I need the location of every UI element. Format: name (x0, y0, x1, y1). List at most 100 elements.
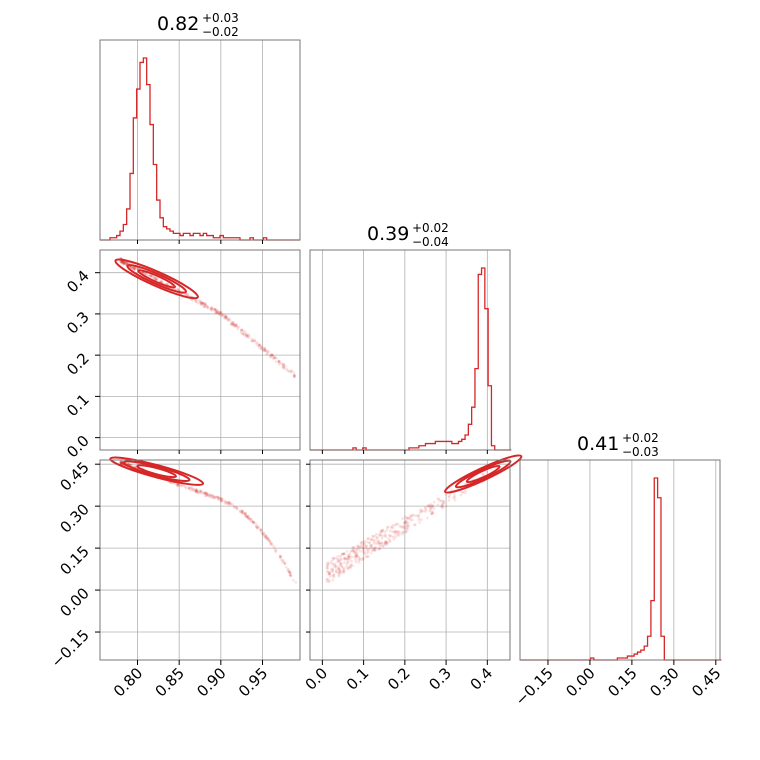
sample-point (382, 544, 385, 548)
sample-point (406, 526, 410, 530)
contour-level (465, 464, 501, 484)
sample-point (362, 542, 366, 546)
sample-point (459, 493, 463, 497)
sample-point (120, 461, 123, 465)
sample-point (255, 525, 258, 529)
sample-point (421, 509, 425, 513)
x-tick-label: 0.1 (343, 664, 373, 694)
sample-point (213, 495, 217, 499)
sample-point (122, 261, 126, 265)
sample-point (224, 315, 228, 319)
sample-point (181, 484, 185, 488)
sample-point (208, 494, 212, 498)
sample-point (271, 353, 275, 357)
contour-level (126, 264, 187, 294)
sample-point (365, 544, 369, 548)
sample-point (325, 565, 329, 568)
sample-point (120, 461, 124, 465)
sample-point (325, 566, 329, 570)
sample-point (205, 304, 209, 308)
sample-point (266, 349, 270, 353)
sample-point (327, 580, 331, 584)
sample-point (208, 495, 212, 499)
sample-point (144, 272, 148, 276)
y-tick-label: 0.1 (63, 390, 93, 420)
sample-point (246, 333, 250, 337)
sample-point (119, 460, 123, 464)
x-tick-label: 0.15 (604, 664, 640, 700)
sample-point (355, 547, 359, 551)
sample-point (337, 565, 341, 569)
sample-point (154, 277, 158, 281)
sample-point (347, 565, 351, 569)
sample-point (403, 521, 407, 525)
sample-point (404, 521, 408, 525)
sample-point (126, 261, 129, 265)
sample-point (288, 573, 292, 577)
sample-point (122, 262, 126, 266)
title-param-1-minus: −0.02 (202, 25, 239, 39)
sample-point (353, 550, 356, 554)
sample-point (267, 537, 271, 541)
sample-point (281, 365, 285, 369)
sample-point (418, 508, 422, 512)
x-tick-label: −0.15 (512, 664, 557, 709)
sample-point (378, 545, 382, 549)
sample-point (287, 570, 291, 574)
contours-1-0 (114, 258, 199, 300)
sample-point (401, 517, 405, 520)
sample-point (218, 310, 222, 314)
sample-point (245, 515, 249, 519)
sample-point (196, 491, 200, 494)
sample-point (155, 276, 159, 280)
sample-point (278, 556, 282, 559)
sample-point (288, 570, 291, 574)
sample-point (352, 548, 356, 552)
sample-point (265, 352, 269, 356)
sample-point (328, 574, 332, 578)
labels-layer: 0.82 +0.03 −0.02 0.39 +0.02 −0.04 0.41 +… (48, 11, 725, 709)
title-param-2: 0.39 (367, 223, 409, 245)
sample-point (147, 273, 150, 277)
sample-point (119, 260, 123, 263)
sample-point (371, 535, 374, 538)
sample-point (431, 504, 435, 508)
x-tick-label: 0.95 (235, 664, 271, 700)
sample-point (261, 532, 265, 536)
sample-point (243, 330, 247, 334)
sample-point (260, 346, 264, 349)
sample-point (239, 331, 243, 334)
y-tick-label: 0.30 (56, 500, 92, 536)
sample-point (334, 564, 338, 568)
sample-point (199, 491, 203, 495)
sample-point (125, 262, 129, 265)
sample-point (202, 492, 206, 496)
sample-point (202, 491, 206, 495)
sample-point (132, 266, 136, 270)
sample-point (352, 549, 356, 553)
sample-point (224, 500, 228, 504)
sample-point (191, 488, 195, 492)
sample-point (334, 556, 338, 560)
sample-point (349, 563, 353, 567)
sample-point (230, 323, 233, 326)
sample-point (374, 542, 378, 546)
sample-point (239, 328, 243, 332)
sample-point (377, 539, 381, 543)
sample-point (250, 339, 253, 343)
sample-point (428, 505, 431, 509)
sample-point (225, 315, 228, 319)
sample-point (255, 341, 259, 344)
sample-point (342, 571, 346, 575)
sample-point (123, 261, 126, 265)
sample-point (200, 301, 204, 305)
sample-point (259, 529, 263, 533)
sample-point (416, 514, 420, 518)
sample-point (348, 552, 352, 555)
sample-point (436, 503, 440, 507)
sample-point (370, 549, 374, 553)
sample-point (188, 486, 191, 490)
sample-point (417, 518, 421, 522)
sample-point (259, 344, 263, 348)
sample-point (461, 490, 464, 494)
